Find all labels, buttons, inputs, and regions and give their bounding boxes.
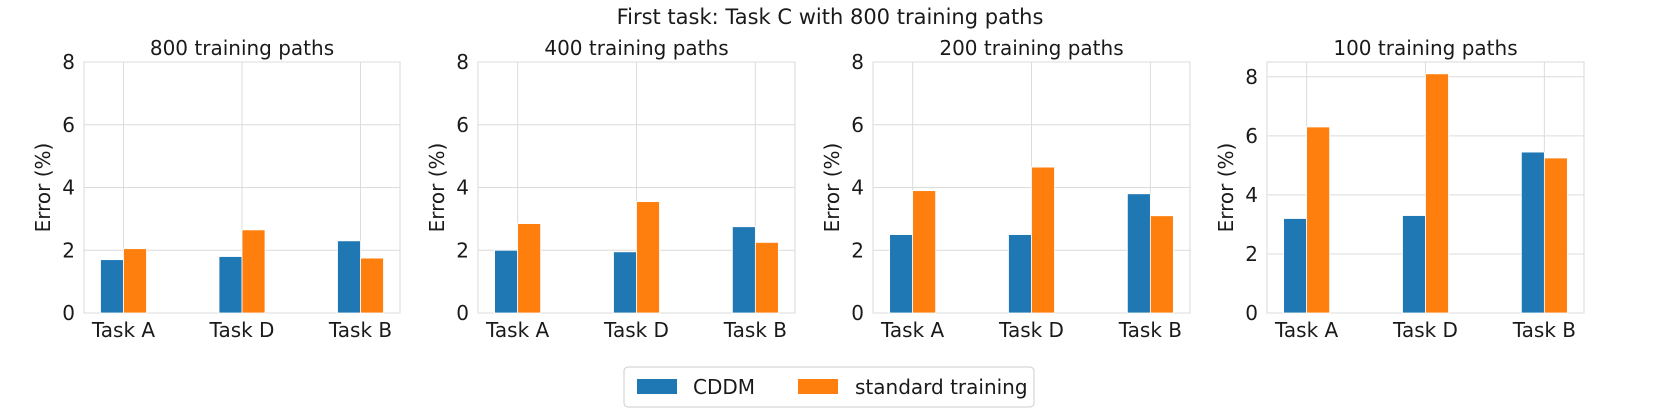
x-tick-label: Task B bbox=[328, 318, 392, 342]
y-tick-label: 0 bbox=[851, 301, 864, 325]
panel-title: 200 training paths bbox=[939, 36, 1123, 60]
y-tick-label: 2 bbox=[62, 238, 75, 262]
legend-swatch-cddm bbox=[637, 379, 677, 394]
y-axis-label: Error (%) bbox=[820, 143, 844, 233]
bar-cddm bbox=[889, 234, 914, 314]
y-tick-label: 6 bbox=[851, 113, 864, 137]
bar-standard-training bbox=[1149, 215, 1174, 314]
y-tick-label: 6 bbox=[456, 113, 469, 137]
y-tick-label: 4 bbox=[62, 176, 75, 200]
y-tick-label: 8 bbox=[62, 50, 75, 74]
bar-standard-training bbox=[754, 242, 779, 314]
legend-label-standard-training: standard training bbox=[855, 375, 1028, 399]
bar-standard-training bbox=[517, 223, 542, 314]
x-tick-label: Task A bbox=[880, 318, 945, 342]
y-tick-label: 2 bbox=[1245, 242, 1258, 266]
y-tick-label: 2 bbox=[456, 238, 469, 262]
bar-cddm bbox=[731, 226, 756, 314]
legend-swatch-standard-training bbox=[798, 379, 838, 394]
bar-standard-training bbox=[1543, 157, 1568, 314]
y-tick-label: 4 bbox=[1245, 183, 1258, 207]
y-tick-label: 2 bbox=[851, 238, 864, 262]
bar-cddm bbox=[100, 259, 124, 314]
y-tick-label: 0 bbox=[1245, 301, 1258, 325]
x-tick-label: Task A bbox=[91, 318, 156, 342]
y-tick-label: 0 bbox=[62, 301, 75, 325]
y-tick-label: 8 bbox=[1245, 65, 1258, 89]
x-tick-label: Task B bbox=[723, 318, 787, 342]
y-tick-label: 4 bbox=[456, 176, 469, 200]
x-tick-label: Task D bbox=[1392, 318, 1458, 342]
x-tick-label: Task B bbox=[1512, 318, 1576, 342]
figure-title: First task: Task C with 800 training pat… bbox=[617, 5, 1044, 29]
panel-title: 100 training paths bbox=[1333, 36, 1517, 60]
panels: 0 2 4 6 8 Task A Task D Task B 800 training path… bbox=[31, 36, 1585, 342]
bar-cddm bbox=[1283, 218, 1308, 314]
x-tick-label: Task B bbox=[1118, 318, 1182, 342]
bar-standard-training bbox=[1031, 166, 1055, 314]
y-tick-label: 6 bbox=[1245, 124, 1258, 148]
bar-standard-training bbox=[1306, 126, 1331, 314]
bar-cddm bbox=[218, 256, 243, 314]
y-tick-label: 8 bbox=[456, 50, 469, 74]
bar-cddm bbox=[337, 240, 361, 314]
y-axis-label: Error (%) bbox=[31, 143, 55, 233]
y-tick-label: 8 bbox=[851, 50, 864, 74]
bar-cddm bbox=[1126, 193, 1151, 314]
bar-standard-training bbox=[1425, 73, 1449, 314]
x-tick-label: Task A bbox=[1274, 318, 1339, 342]
bar-cddm bbox=[1402, 215, 1426, 314]
x-tick-label: Task D bbox=[603, 318, 669, 342]
y-axis-label: Error (%) bbox=[425, 143, 449, 233]
x-tick-label: Task A bbox=[485, 318, 550, 342]
bar-standard-training bbox=[123, 248, 147, 314]
panel-title: 400 training paths bbox=[544, 36, 728, 60]
bar-standard-training bbox=[912, 190, 937, 314]
y-tick-label: 0 bbox=[456, 301, 469, 325]
y-axis-label: Error (%) bbox=[1214, 143, 1238, 233]
chart-panel: 0 2 4 6 8 Task A Task D Task B 800 training path… bbox=[31, 36, 401, 342]
bar-cddm bbox=[1008, 234, 1032, 314]
chart-panel: 0 2 4 6 8 Task A Task D Task B 100 training path… bbox=[1214, 36, 1585, 342]
y-tick-label: 6 bbox=[62, 113, 75, 137]
x-tick-label: Task D bbox=[998, 318, 1064, 342]
legend: CDDM standard training bbox=[623, 366, 1035, 408]
bar-cddm bbox=[613, 251, 637, 314]
bar-standard-training bbox=[360, 257, 384, 314]
y-tick-label: 4 bbox=[851, 176, 864, 200]
legend-label-cddm: CDDM bbox=[693, 375, 755, 399]
bar-standard-training bbox=[241, 229, 266, 314]
bar-standard-training bbox=[636, 201, 660, 314]
panel-title: 800 training paths bbox=[150, 36, 334, 60]
chart-panel: 0 2 4 6 8 Task A Task D Task B 200 training path… bbox=[820, 36, 1191, 342]
bar-cddm bbox=[494, 249, 519, 314]
bar-cddm bbox=[1520, 151, 1545, 314]
x-tick-label: Task D bbox=[209, 318, 275, 342]
chart-panel: 0 2 4 6 8 Task A Task D Task B 400 training path… bbox=[425, 36, 796, 342]
